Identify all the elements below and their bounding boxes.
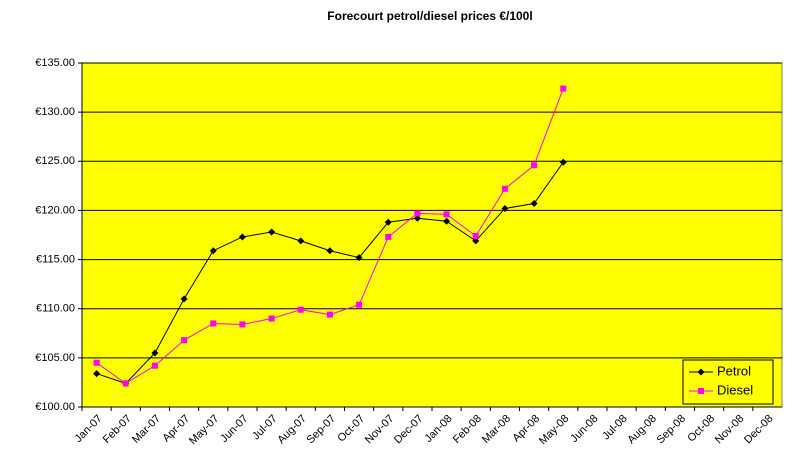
- x-tick-label: Mar-08: [480, 413, 513, 446]
- point: [151, 349, 159, 357]
- y-tick-label: €115.00: [36, 253, 75, 265]
- y-tick-label: €105.00: [35, 352, 75, 364]
- x-tick-label: May-08: [537, 413, 571, 447]
- legend-marker: [698, 388, 704, 394]
- point: [239, 321, 246, 328]
- chart-title: Forecourt petrol/diesel prices €/100l: [327, 9, 532, 23]
- x-tick-label: Jan-08: [422, 413, 454, 445]
- point: [385, 233, 392, 240]
- point: [268, 315, 275, 322]
- point: [122, 380, 129, 387]
- y-tick-label: €120.00: [35, 204, 75, 216]
- x-tick-label: Nov-07: [363, 413, 397, 447]
- legend-label: Petrol: [717, 363, 751, 378]
- legend-label: Diesel: [717, 382, 753, 397]
- point: [268, 228, 276, 236]
- x-tick-label: Oct-08: [685, 413, 717, 445]
- point: [326, 311, 333, 318]
- legend-marker: [697, 368, 705, 376]
- point: [326, 247, 334, 255]
- point: [472, 237, 480, 245]
- point: [472, 232, 479, 239]
- point: [413, 214, 421, 222]
- x-tick-label: Dec-08: [742, 413, 776, 447]
- x-tick-label: Jun-08: [568, 413, 600, 445]
- point: [501, 185, 508, 192]
- point: [151, 362, 158, 369]
- x-tick-label: Oct-07: [335, 413, 367, 445]
- point: [297, 306, 304, 313]
- point: [443, 217, 451, 225]
- y-tick-label: €135.00: [35, 57, 75, 69]
- point: [355, 254, 363, 262]
- point: [93, 359, 100, 366]
- point: [181, 337, 188, 344]
- point: [384, 218, 392, 226]
- point: [414, 210, 421, 217]
- point: [93, 370, 101, 378]
- point: [560, 85, 567, 92]
- x-tick-label: Sep-08: [655, 413, 689, 447]
- y-tick-label: €130.00: [35, 106, 75, 118]
- x-tick-label: Mar-07: [130, 413, 163, 446]
- point: [443, 211, 450, 218]
- x-tick-label: Aug-08: [625, 413, 659, 447]
- x-tick-label: Jan-07: [72, 413, 104, 445]
- y-tick-label: €100.00: [35, 401, 75, 413]
- point: [531, 162, 538, 169]
- x-tick-label: Sep-07: [305, 413, 339, 447]
- x-tick-label: Feb-07: [101, 413, 134, 446]
- point: [210, 320, 217, 327]
- x-tick-label: Feb-08: [451, 413, 484, 446]
- plot-area: [81, 62, 783, 408]
- point: [297, 237, 305, 245]
- y-tick-label: €125.00: [35, 155, 75, 167]
- point: [180, 295, 188, 303]
- x-tick-label: Nov-08: [713, 413, 747, 447]
- y-tick-label: €110.00: [36, 303, 75, 315]
- x-tick-label: Aug-07: [275, 413, 309, 447]
- point: [209, 247, 217, 255]
- x-tick-label: May-07: [187, 413, 221, 447]
- point: [238, 233, 246, 241]
- point: [530, 200, 538, 208]
- legend-box: [682, 359, 774, 405]
- x-tick-label: Dec-07: [392, 413, 426, 447]
- x-tick-label: Jun-07: [218, 413, 250, 445]
- point: [501, 204, 509, 212]
- point: [356, 301, 363, 308]
- point: [559, 158, 567, 166]
